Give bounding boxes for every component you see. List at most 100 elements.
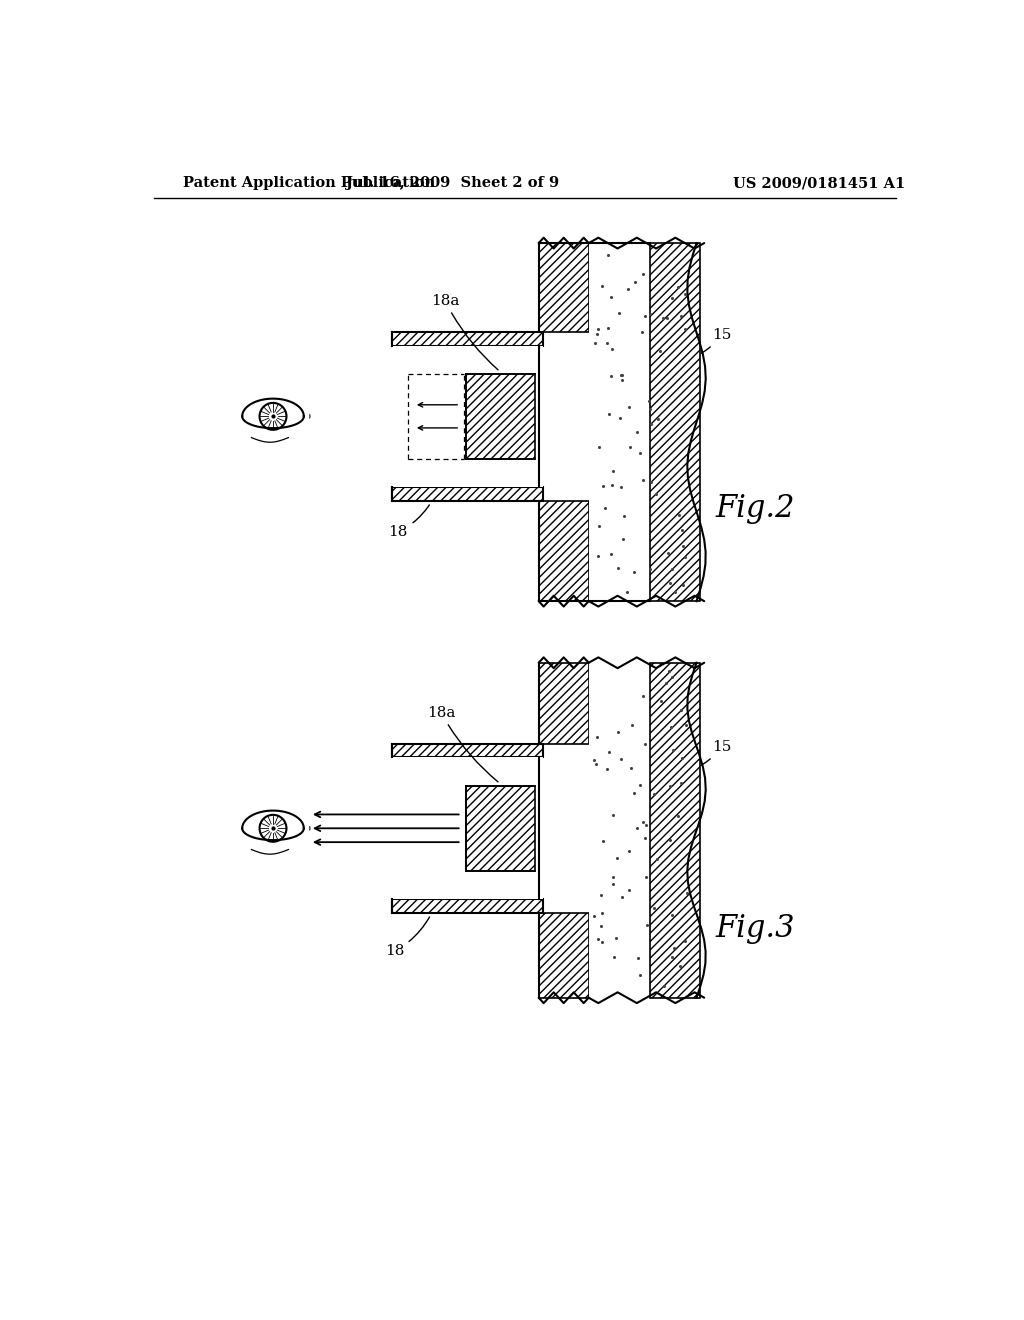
Point xyxy=(623,758,639,779)
Point xyxy=(612,477,629,498)
Point xyxy=(672,506,688,527)
Point xyxy=(648,484,665,506)
Point xyxy=(660,660,677,681)
Point xyxy=(590,318,606,339)
Point xyxy=(598,333,614,354)
Point xyxy=(675,576,691,597)
Point xyxy=(594,931,610,952)
Text: Patent Application Publication: Patent Application Publication xyxy=(183,176,435,190)
Point xyxy=(668,582,684,603)
Bar xyxy=(392,743,543,758)
Point xyxy=(675,535,691,556)
Point xyxy=(606,946,623,968)
Point xyxy=(594,830,610,851)
Point xyxy=(626,783,642,804)
Point xyxy=(670,276,686,297)
Point xyxy=(665,946,681,968)
Polygon shape xyxy=(539,502,589,601)
Point xyxy=(677,284,693,305)
Point xyxy=(649,849,666,870)
Point xyxy=(677,931,693,952)
Point xyxy=(614,364,631,385)
Point xyxy=(602,544,618,565)
Point xyxy=(599,758,615,779)
Point xyxy=(611,302,628,323)
Point xyxy=(659,543,676,564)
Text: 18a: 18a xyxy=(427,706,498,781)
Bar xyxy=(392,346,543,487)
Point xyxy=(673,772,689,793)
Point xyxy=(632,442,648,463)
Point xyxy=(635,685,651,706)
Point xyxy=(618,581,635,602)
Point xyxy=(632,965,648,986)
Point xyxy=(624,714,640,735)
Point xyxy=(629,421,645,442)
Text: 18a: 18a xyxy=(431,294,498,370)
Point xyxy=(650,409,667,430)
Bar xyxy=(392,331,543,346)
Point xyxy=(590,545,606,566)
Point xyxy=(605,461,622,482)
Point xyxy=(591,437,607,458)
Point xyxy=(631,946,647,968)
Polygon shape xyxy=(650,663,700,998)
Point xyxy=(674,520,690,541)
Point xyxy=(641,391,657,412)
Point xyxy=(658,308,675,329)
Point xyxy=(642,558,658,579)
Text: US 2009/0181451 A1: US 2009/0181451 A1 xyxy=(733,176,905,190)
Point xyxy=(665,739,681,760)
Point xyxy=(627,272,643,293)
Point xyxy=(604,338,621,359)
Point xyxy=(600,318,616,339)
Point xyxy=(622,437,638,458)
Point xyxy=(677,546,693,568)
Polygon shape xyxy=(539,663,589,743)
Point xyxy=(593,884,609,906)
Point xyxy=(632,775,648,796)
Point xyxy=(605,805,622,826)
Text: Jul. 16, 2009  Sheet 2 of 9: Jul. 16, 2009 Sheet 2 of 9 xyxy=(346,176,559,190)
Point xyxy=(603,366,620,387)
Point xyxy=(674,747,690,768)
Point xyxy=(635,264,651,285)
Point xyxy=(646,898,663,919)
Text: 18: 18 xyxy=(385,917,429,958)
Point xyxy=(614,370,631,391)
Text: 15: 15 xyxy=(701,329,731,354)
Point xyxy=(597,498,613,519)
Point xyxy=(635,470,651,491)
Point xyxy=(589,323,605,345)
Point xyxy=(594,276,610,297)
Point xyxy=(664,904,680,925)
Point xyxy=(594,475,610,496)
Point xyxy=(614,528,631,549)
Point xyxy=(673,306,689,327)
Point xyxy=(604,874,621,895)
Point xyxy=(653,690,670,711)
Point xyxy=(604,474,621,495)
Point xyxy=(664,558,680,579)
Point xyxy=(594,902,610,923)
Point xyxy=(612,748,629,770)
Polygon shape xyxy=(466,374,535,459)
Point xyxy=(588,754,604,775)
Point xyxy=(630,817,646,838)
Point xyxy=(678,715,694,737)
Point xyxy=(621,880,637,902)
Point xyxy=(639,915,655,936)
Point xyxy=(609,847,626,869)
Point xyxy=(613,886,630,907)
Point xyxy=(605,866,622,887)
Point xyxy=(642,399,658,420)
Point xyxy=(602,286,618,308)
Point xyxy=(607,928,624,949)
Text: 15: 15 xyxy=(701,741,731,766)
Point xyxy=(658,673,675,694)
Bar xyxy=(392,899,543,913)
Point xyxy=(664,288,680,309)
Point xyxy=(616,506,633,527)
Point xyxy=(601,741,617,762)
Point xyxy=(642,304,658,325)
